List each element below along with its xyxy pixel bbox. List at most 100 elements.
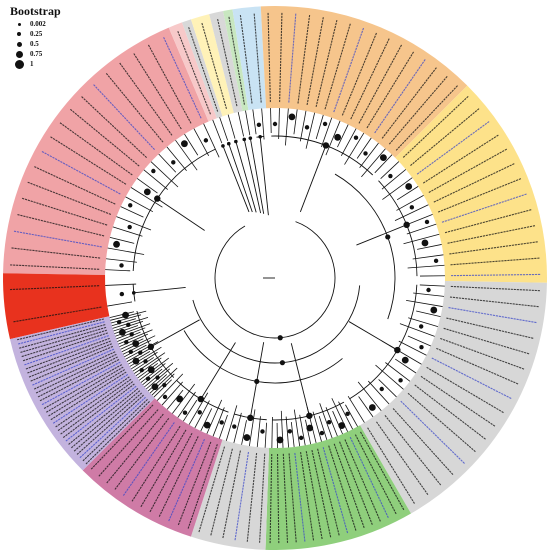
terminal-branch — [413, 292, 445, 297]
tip-label — [381, 66, 438, 139]
bootstrap-node — [258, 134, 262, 139]
tip-label — [443, 327, 531, 355]
tip-label — [253, 12, 262, 103]
tip-label — [45, 366, 124, 414]
tip-label — [10, 247, 101, 259]
terminal-branch — [319, 403, 333, 439]
tip-label — [18, 324, 106, 349]
tip-label — [140, 429, 187, 508]
terminal-branch — [394, 204, 429, 222]
terminal-branch — [252, 109, 257, 135]
bootstrap-node — [353, 135, 359, 140]
clade-stem — [348, 321, 398, 351]
clade-band — [209, 10, 243, 114]
bootstrap-node — [379, 154, 387, 162]
terminal-branch — [381, 169, 407, 190]
bootstrap-node — [424, 219, 430, 225]
bootstrap-node — [122, 311, 129, 319]
tip-label — [80, 95, 148, 158]
legend-dot-icon — [14, 59, 24, 69]
bootstrap-node — [306, 424, 314, 432]
tip-label — [105, 72, 164, 143]
tip-label — [49, 135, 127, 185]
bootstrap-node — [326, 419, 332, 425]
bootstrap-node — [226, 141, 231, 146]
tip-label — [358, 43, 403, 124]
terminal-branch — [406, 299, 443, 307]
bootstrap-node — [254, 378, 260, 385]
tip-label — [426, 366, 505, 414]
bootstrap-node — [181, 140, 188, 148]
terminal-branch — [128, 351, 151, 365]
terminal-branch — [305, 112, 316, 149]
bootstrap-node — [256, 122, 262, 128]
bootstrap-node — [421, 239, 429, 247]
bootstrap-node — [279, 360, 286, 366]
bootstrap-node — [182, 410, 188, 415]
bootstrap-node — [126, 322, 131, 328]
terminal-branch — [184, 133, 199, 156]
terminal-branch — [136, 178, 158, 194]
tip-label — [267, 12, 271, 103]
clade-stem — [356, 224, 407, 246]
tip-label — [54, 376, 130, 428]
bootstrap-node — [385, 234, 391, 240]
legend-item: 0.5 — [12, 39, 96, 49]
tip-label — [317, 448, 340, 537]
terminal-branch — [332, 410, 343, 435]
clade-band — [2, 273, 110, 340]
terminal-branch — [219, 117, 229, 142]
tip-label — [450, 273, 541, 277]
terminal-branch — [212, 119, 223, 144]
tip-label — [16, 213, 105, 237]
bootstrap-node — [155, 375, 160, 380]
terminal-branch — [419, 284, 445, 287]
tip-label — [31, 348, 115, 386]
terminal-branch — [285, 108, 289, 146]
terminal-branch — [143, 169, 168, 190]
tip-label — [147, 43, 192, 124]
tip-label — [422, 134, 500, 184]
terminal-branch — [200, 408, 213, 432]
clade-stem — [249, 138, 265, 214]
terminal-branch — [245, 110, 251, 136]
tip-label — [118, 62, 173, 136]
bootstrap-node — [433, 258, 439, 264]
tip-label — [176, 30, 212, 115]
terminal-branch — [140, 363, 166, 383]
terminal-branch — [378, 379, 397, 398]
bootstrap-node — [203, 421, 211, 429]
terminal-branch — [111, 318, 136, 327]
terminal-branch — [407, 264, 445, 269]
bootstrap-node — [219, 420, 224, 425]
bootstrap-node — [298, 435, 304, 441]
legend-label: 0.002 — [30, 20, 46, 28]
tip-label — [306, 16, 325, 106]
tip-label — [70, 390, 141, 449]
bootstrap-node-markers — [113, 113, 439, 444]
bootstrap-node — [243, 434, 251, 441]
tip-label — [324, 22, 352, 110]
tip-label — [446, 317, 535, 340]
tip-label — [431, 357, 513, 400]
bootstrap-node — [129, 332, 134, 337]
bootstrap-node — [162, 382, 167, 388]
tip-label — [276, 453, 280, 544]
bootstrap-node — [287, 429, 293, 434]
terminal-branch — [203, 123, 220, 158]
tip-label — [388, 75, 449, 145]
tip-label — [84, 401, 150, 465]
tip-label — [433, 162, 516, 203]
tip-label — [350, 37, 391, 120]
tip-label — [269, 453, 273, 544]
terminal-branch — [412, 254, 444, 260]
legend-label: 0.75 — [30, 50, 43, 58]
terminal-branch — [357, 381, 382, 411]
bootstrap-node — [139, 367, 144, 373]
bootstrap-node — [151, 383, 159, 391]
tip-label — [305, 451, 323, 540]
terminal-branch — [398, 340, 427, 356]
tip-label — [384, 415, 442, 487]
bootstrap-node — [401, 356, 409, 364]
terminal-branch — [112, 226, 143, 237]
